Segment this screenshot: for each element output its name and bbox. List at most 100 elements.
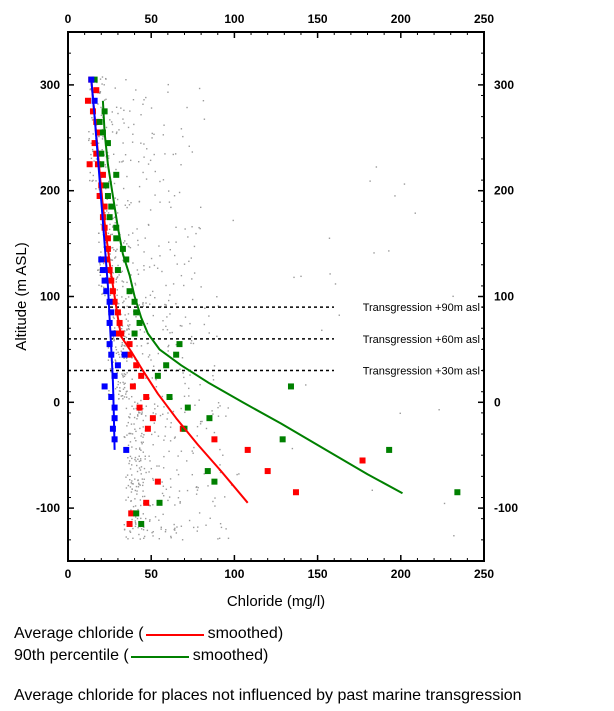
background-point bbox=[134, 284, 137, 286]
background-point bbox=[90, 157, 93, 160]
background-point bbox=[196, 425, 199, 428]
uninfluenced-point bbox=[99, 267, 106, 274]
background-point bbox=[97, 103, 99, 105]
background-point bbox=[134, 478, 136, 480]
background-point bbox=[152, 479, 155, 481]
background-point bbox=[328, 237, 331, 239]
background-point bbox=[118, 129, 120, 131]
background-point bbox=[129, 468, 132, 470]
background-point bbox=[175, 302, 177, 305]
background-point bbox=[112, 225, 114, 227]
background-point bbox=[98, 269, 100, 271]
background-point bbox=[176, 526, 178, 528]
background-point bbox=[101, 138, 104, 140]
background-point bbox=[394, 195, 396, 197]
background-point bbox=[99, 78, 102, 80]
background-point bbox=[153, 264, 156, 267]
background-point bbox=[107, 232, 110, 235]
background-point bbox=[158, 519, 160, 521]
background-point bbox=[163, 124, 165, 126]
background-point bbox=[152, 535, 154, 537]
background-point bbox=[139, 458, 142, 460]
background-point bbox=[92, 179, 94, 182]
background-point bbox=[92, 174, 95, 177]
background-point bbox=[183, 284, 185, 287]
p90-point bbox=[133, 510, 140, 517]
background-point bbox=[115, 346, 117, 348]
background-point bbox=[107, 157, 110, 159]
average-point bbox=[154, 478, 161, 485]
background-point bbox=[217, 538, 219, 540]
background-point bbox=[189, 322, 191, 325]
background-point bbox=[217, 415, 220, 417]
background-point bbox=[194, 404, 196, 406]
background-point bbox=[321, 329, 323, 332]
uninfluenced-point bbox=[91, 97, 98, 104]
background-point bbox=[139, 538, 141, 540]
background-point bbox=[162, 485, 165, 487]
background-point bbox=[160, 526, 162, 528]
background-point bbox=[190, 257, 192, 259]
background-point bbox=[112, 153, 115, 156]
background-point bbox=[167, 241, 170, 243]
background-point bbox=[138, 304, 141, 306]
background-point bbox=[120, 395, 123, 397]
p90-point bbox=[113, 235, 120, 242]
background-point bbox=[123, 396, 126, 398]
background-point bbox=[97, 269, 99, 271]
background-point bbox=[142, 490, 144, 492]
p90-point bbox=[131, 330, 138, 337]
background-point bbox=[117, 112, 119, 115]
background-point bbox=[216, 335, 218, 338]
p90-point bbox=[99, 129, 106, 136]
background-point bbox=[150, 107, 153, 109]
average-point bbox=[244, 446, 251, 453]
background-point bbox=[118, 393, 120, 396]
background-point bbox=[123, 122, 125, 124]
background-point bbox=[135, 316, 137, 318]
background-point bbox=[186, 106, 188, 109]
background-point bbox=[132, 133, 134, 135]
background-point bbox=[130, 509, 132, 511]
background-point bbox=[124, 154, 127, 156]
background-point bbox=[134, 458, 136, 461]
background-point bbox=[173, 437, 176, 439]
background-point bbox=[148, 354, 151, 356]
x-tick-label-bottom: 100 bbox=[224, 567, 244, 581]
background-point bbox=[145, 296, 147, 299]
background-point bbox=[149, 303, 151, 305]
y-tick-label-right: 300 bbox=[494, 78, 514, 92]
y-tick-label-right: 100 bbox=[494, 290, 514, 304]
background-point bbox=[217, 406, 219, 409]
background-point bbox=[118, 302, 120, 305]
background-point bbox=[139, 448, 141, 450]
background-point bbox=[116, 386, 118, 389]
background-point bbox=[164, 153, 166, 155]
background-point bbox=[167, 299, 170, 302]
background-point bbox=[180, 407, 182, 410]
background-point bbox=[227, 407, 229, 409]
background-point bbox=[146, 529, 149, 532]
p90-point bbox=[166, 394, 173, 401]
background-point bbox=[153, 153, 155, 156]
background-point bbox=[188, 260, 190, 263]
background-point bbox=[140, 435, 142, 437]
background-point bbox=[180, 525, 183, 527]
background-point bbox=[216, 296, 218, 298]
background-point bbox=[120, 350, 122, 352]
background-point bbox=[126, 329, 128, 331]
average-point bbox=[126, 520, 133, 527]
background-point bbox=[124, 345, 126, 347]
background-point bbox=[114, 359, 116, 361]
background-point bbox=[156, 267, 159, 269]
background-point bbox=[127, 126, 130, 129]
background-point bbox=[145, 96, 147, 99]
average-point bbox=[128, 510, 135, 517]
background-point bbox=[151, 377, 154, 379]
background-point bbox=[196, 435, 198, 437]
background-point bbox=[123, 386, 126, 389]
p90-point bbox=[206, 415, 213, 422]
p90-point bbox=[114, 267, 121, 274]
p90-point bbox=[211, 478, 218, 485]
background-point bbox=[164, 426, 167, 428]
